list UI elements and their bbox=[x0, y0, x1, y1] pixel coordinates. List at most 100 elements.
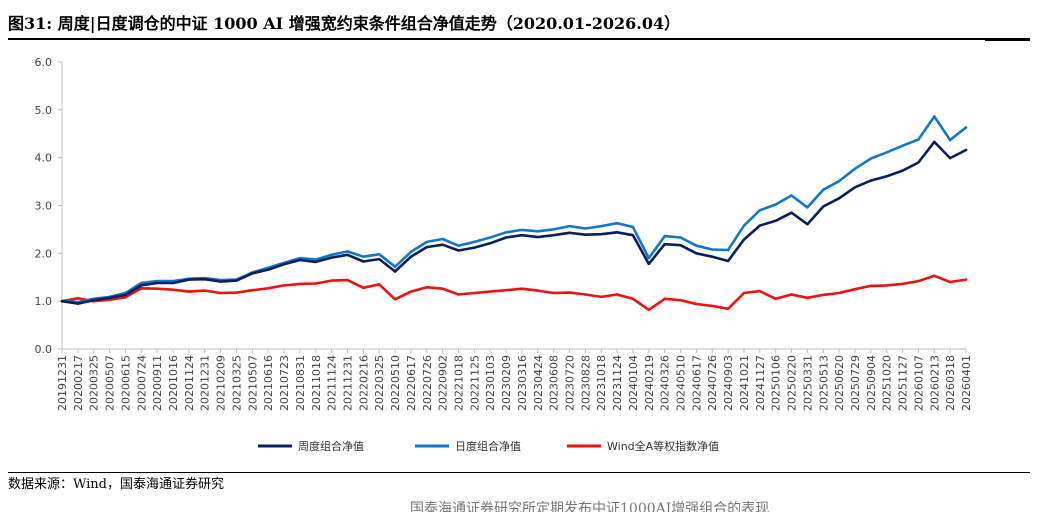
x-tick-label: 20250904 bbox=[865, 355, 878, 411]
data-point bbox=[568, 291, 571, 294]
data-point bbox=[552, 291, 555, 295]
x-tick-label: 20251020 bbox=[881, 355, 894, 411]
data-point bbox=[933, 140, 936, 144]
data-point bbox=[917, 279, 920, 283]
x-tick-label: 20240903 bbox=[722, 355, 735, 411]
data-point bbox=[695, 244, 698, 247]
x-tick-label: 20230828 bbox=[579, 355, 592, 411]
x-tick-label: 20231124 bbox=[611, 355, 624, 411]
x-tick-label: 20240726 bbox=[706, 355, 719, 411]
x-tick-label: 20250620 bbox=[833, 355, 846, 411]
legend-label: Wind全A等权指数净值 bbox=[607, 439, 719, 453]
data-point bbox=[837, 179, 841, 183]
x-tick-label: 20250513 bbox=[817, 355, 830, 411]
data-point bbox=[457, 244, 460, 247]
data-point bbox=[600, 233, 603, 236]
data-point bbox=[758, 209, 761, 212]
data-point bbox=[187, 290, 191, 293]
data-point bbox=[711, 248, 714, 251]
data-point bbox=[964, 278, 968, 281]
data-point bbox=[917, 161, 920, 164]
y-tick-label: 1.0 bbox=[35, 295, 53, 308]
x-tick-label: 20220216 bbox=[357, 355, 370, 411]
series-line bbox=[60, 140, 968, 305]
series-layer bbox=[60, 115, 968, 312]
data-point bbox=[108, 296, 111, 299]
data-point bbox=[933, 115, 936, 118]
x-tick-label: 20211231 bbox=[341, 355, 354, 411]
x-tick-label: 20200217 bbox=[72, 355, 85, 411]
x-tick-label: 20220726 bbox=[421, 355, 434, 411]
data-point bbox=[520, 234, 524, 237]
legend-label: 日度组合净值 bbox=[455, 439, 521, 453]
title-rule-accent bbox=[985, 40, 1030, 41]
data-point bbox=[140, 281, 143, 285]
data-point bbox=[203, 289, 206, 292]
x-tick-label: 20250220 bbox=[786, 355, 799, 411]
data-point bbox=[774, 203, 777, 206]
data-point bbox=[314, 260, 317, 264]
data-point bbox=[520, 228, 524, 232]
x-tick-label: 20210209 bbox=[215, 355, 228, 411]
x-tick-label: 20201124 bbox=[183, 355, 196, 411]
data-point bbox=[235, 279, 238, 282]
data-point bbox=[917, 138, 920, 141]
data-point bbox=[203, 278, 206, 281]
data-point bbox=[948, 280, 952, 284]
data-point bbox=[758, 224, 761, 227]
data-point bbox=[615, 222, 619, 225]
data-point bbox=[489, 236, 492, 239]
data-point bbox=[235, 291, 238, 294]
data-point bbox=[663, 234, 666, 238]
body-text-cutoff: 国泰海通证券研究所定期发布中证1000AI增强组合的表现 bbox=[410, 501, 770, 512]
line-chart: 0.01.02.03.04.05.06.0 20191231 20200217 20… bbox=[35, 56, 974, 453]
x-tick-label: 20250331 bbox=[801, 355, 814, 411]
x-tick-label: 20240326 bbox=[659, 355, 672, 411]
data-point bbox=[631, 225, 635, 229]
data-point bbox=[298, 258, 302, 262]
data-point bbox=[362, 286, 365, 289]
data-point bbox=[409, 290, 413, 293]
series-line bbox=[60, 115, 968, 304]
data-point bbox=[346, 250, 349, 253]
x-tick-label: 20230316 bbox=[516, 355, 529, 411]
x-tick-label: 20200911 bbox=[151, 355, 164, 411]
data-point bbox=[282, 263, 286, 266]
data-point bbox=[552, 228, 555, 231]
data-point bbox=[822, 188, 825, 191]
data-point bbox=[964, 126, 968, 129]
data-point bbox=[409, 250, 413, 254]
y-tick-label: 5.0 bbox=[35, 104, 53, 117]
legend-label: 周度组合净值 bbox=[298, 439, 364, 453]
data-point bbox=[267, 287, 270, 290]
data-point bbox=[901, 282, 904, 286]
x-tick-label: 20230720 bbox=[564, 355, 577, 411]
x-tick-label: 20231018 bbox=[595, 355, 608, 411]
data-point bbox=[837, 291, 841, 295]
data-point bbox=[267, 268, 270, 271]
data-point bbox=[441, 237, 444, 241]
data-point bbox=[473, 291, 476, 295]
data-point bbox=[695, 302, 698, 306]
x-tick-label: 20210616 bbox=[262, 355, 275, 411]
data-point bbox=[171, 288, 175, 291]
data-point bbox=[663, 297, 666, 300]
data-point bbox=[536, 230, 539, 233]
data-point bbox=[615, 231, 619, 234]
data-point bbox=[933, 274, 936, 277]
data-point bbox=[330, 279, 333, 282]
data-point bbox=[457, 293, 460, 296]
data-point bbox=[758, 289, 761, 293]
data-point bbox=[631, 234, 635, 237]
x-tick-label: 20250729 bbox=[849, 355, 862, 411]
data-point bbox=[330, 256, 333, 259]
source-rule bbox=[8, 472, 1030, 473]
x-tick-label: 20201231 bbox=[199, 355, 212, 411]
data-point bbox=[901, 169, 904, 172]
data-point bbox=[536, 289, 539, 292]
data-point bbox=[171, 281, 175, 285]
data-point bbox=[140, 284, 143, 287]
data-point bbox=[806, 206, 809, 209]
y-tick-label: 0.0 bbox=[35, 343, 53, 356]
x-tick-label: 20241021 bbox=[738, 355, 751, 411]
